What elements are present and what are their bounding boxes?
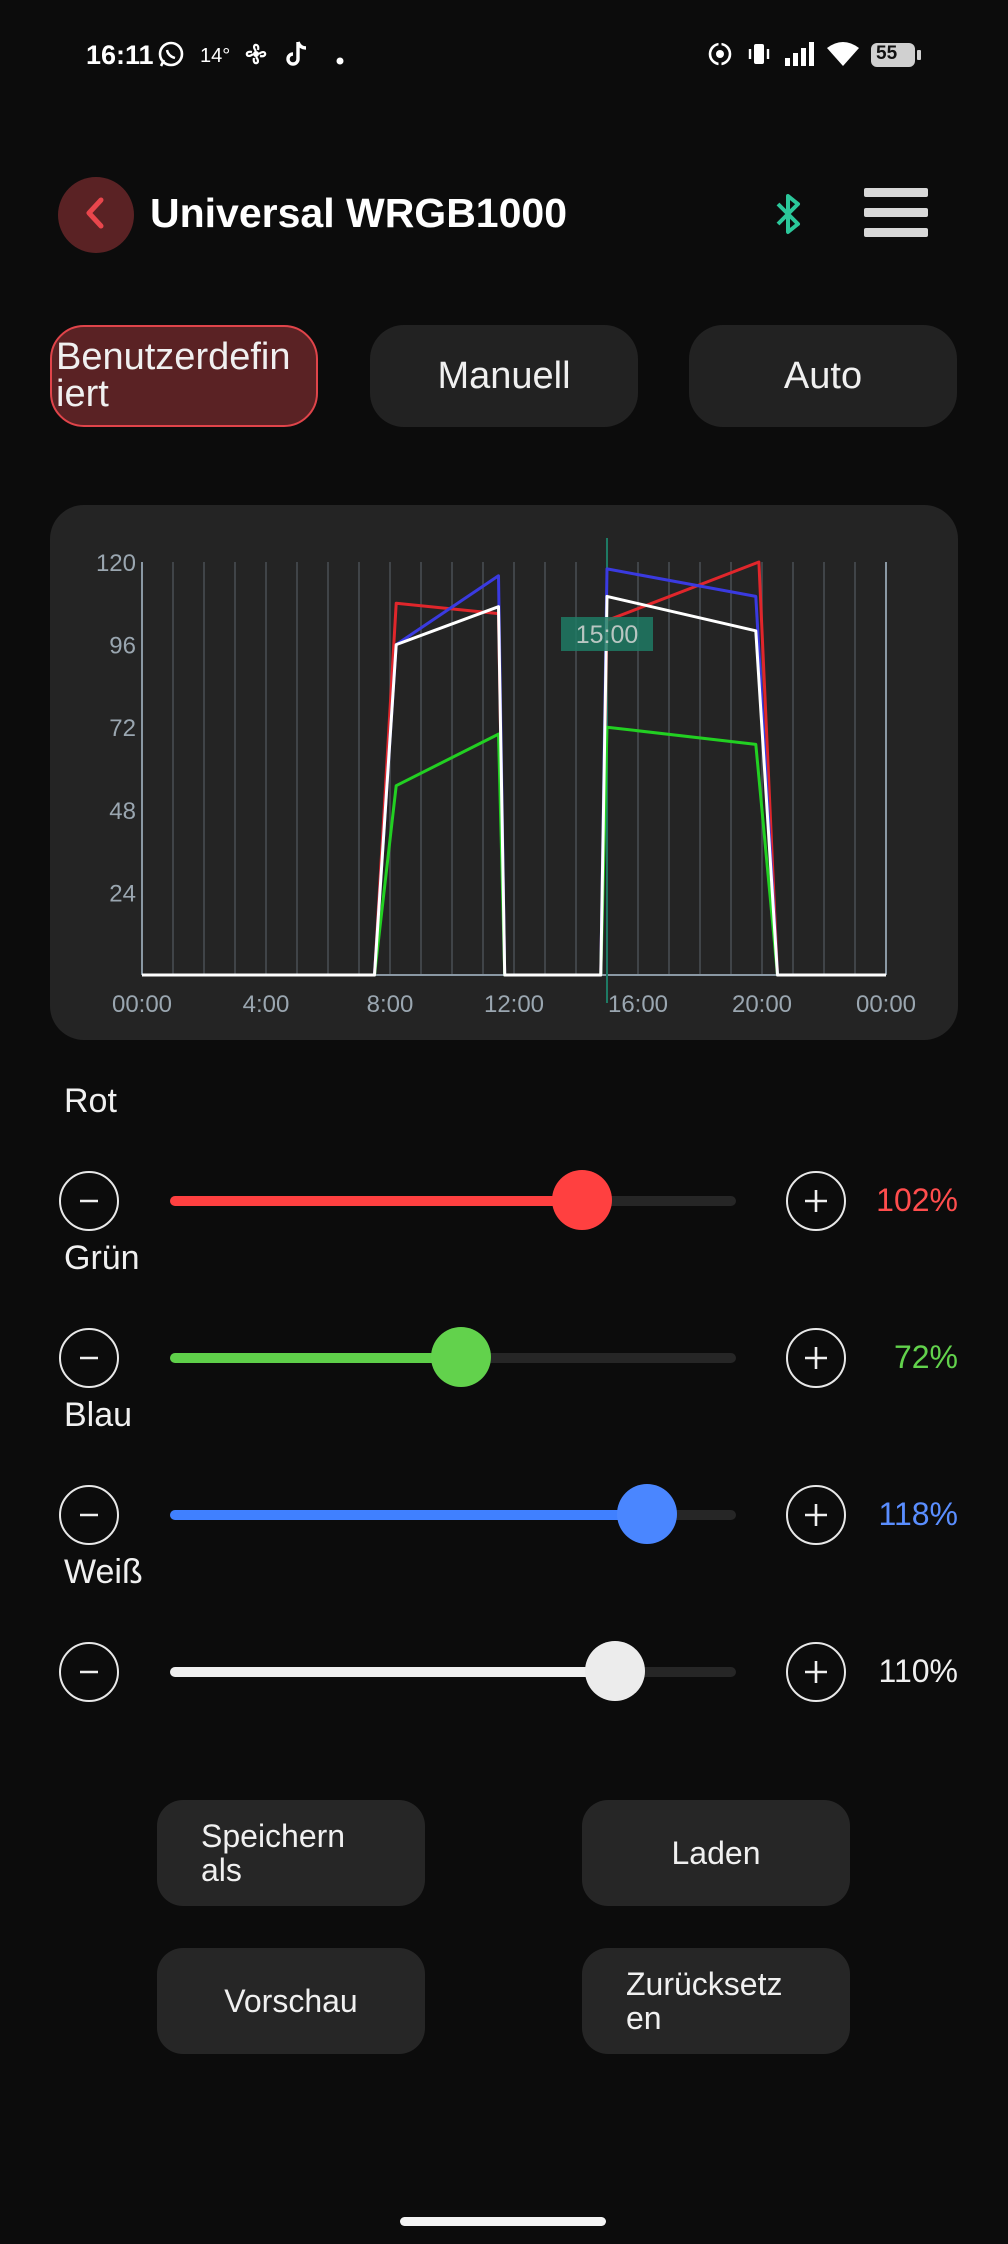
bluetooth-icon[interactable] — [772, 192, 804, 241]
signal-icon — [784, 40, 816, 73]
slider-track[interactable] — [170, 1641, 736, 1701]
save-as-label-line1: Speichern — [201, 1818, 346, 1854]
increase-button[interactable] — [786, 1642, 846, 1702]
slider-fill — [170, 1667, 615, 1677]
decrease-button[interactable] — [59, 1485, 119, 1545]
hamburger-menu-icon[interactable] — [864, 188, 928, 242]
status-time: 16:11 — [86, 40, 154, 70]
x-tick-label: 12:00 — [484, 991, 544, 1018]
y-tick-label: 72 — [109, 715, 136, 742]
battery-icon: 55 — [870, 42, 922, 73]
status-temperature: 14° — [200, 45, 231, 67]
vibrate-icon — [746, 40, 772, 73]
y-tick-label: 120 — [96, 550, 136, 577]
increase-button[interactable] — [786, 1485, 846, 1545]
chart-svg[interactable]: 120 96 72 48 24 00:00 4:00 8:00 12:00 16:00 20:00 0… — [50, 505, 958, 1040]
minus-icon — [80, 1670, 98, 1674]
wifi-icon — [826, 40, 860, 73]
slider-label: Blau — [64, 1396, 133, 1434]
x-tick-label: 00:00 — [856, 991, 916, 1018]
plus-icon — [805, 1190, 827, 1212]
increase-button[interactable] — [786, 1328, 846, 1388]
slider-value: 118% — [878, 1496, 958, 1532]
x-tick-label: 4:00 — [243, 991, 290, 1018]
slider-knob[interactable] — [431, 1327, 492, 1387]
reset-button[interactable]: Zurücksetz en — [582, 1948, 850, 2054]
series-line — [142, 594, 886, 977]
minus-icon — [80, 1199, 98, 1203]
slider-knob[interactable] — [584, 1641, 645, 1701]
increase-button[interactable] — [786, 1171, 846, 1231]
y-tick-label: 48 — [109, 798, 136, 825]
slider-track[interactable] — [170, 1484, 736, 1544]
slider-fill — [170, 1510, 648, 1520]
slider-value: 110% — [878, 1653, 958, 1689]
schedule-chart[interactable]: 120 96 72 48 24 00:00 4:00 8:00 12:00 16:00 20:00 0… — [50, 505, 958, 1040]
reset-label-line1: Zurücksetz — [626, 1966, 783, 2002]
time-cursor-badge — [561, 617, 653, 651]
home-indicator[interactable] — [400, 2217, 606, 2226]
time-cursor-label: 15:00 — [576, 621, 639, 649]
slider-knob[interactable] — [617, 1484, 678, 1544]
tab-manuell[interactable]: Manuell — [370, 325, 638, 427]
status-bar: 16:11 14° 55 — [0, 0, 1008, 115]
plus-icon — [805, 1347, 827, 1369]
plus-icon — [805, 1504, 827, 1526]
decrease-button[interactable] — [59, 1171, 119, 1231]
slider-label: Rot — [64, 1082, 117, 1120]
reset-label-line2: en — [626, 2000, 662, 2036]
y-tick-label: 96 — [109, 633, 136, 660]
slider-track[interactable] — [170, 1327, 736, 1387]
sync-icon — [706, 40, 734, 73]
whatsapp-icon — [157, 40, 185, 73]
slider-value: 102% — [876, 1182, 958, 1218]
tab-benutzerdefiniert[interactable]: Benutzerdefin iert — [50, 325, 318, 427]
tab-label-line1: Benutzerdefin — [56, 336, 291, 378]
x-tick-label: 16:00 — [608, 991, 668, 1018]
tab-label-line2: iert — [56, 373, 109, 415]
x-tick-label: 00:00 — [112, 991, 172, 1018]
slider-value: 72% — [893, 1339, 958, 1375]
x-tick-label: 20:00 — [732, 991, 792, 1018]
page-title: Universal WRGB1000 — [150, 190, 568, 236]
slider-fill — [170, 1196, 583, 1206]
chevron-left-icon — [81, 196, 111, 235]
y-tick-label: 24 — [109, 880, 136, 907]
minus-icon — [80, 1356, 98, 1360]
minus-icon — [80, 1513, 98, 1517]
save-as-button[interactable]: Speichern als — [157, 1800, 425, 1906]
slider-label: Weiß — [64, 1553, 143, 1591]
tab-auto[interactable]: Auto — [689, 325, 957, 427]
decrease-button[interactable] — [59, 1328, 119, 1388]
back-button[interactable] — [58, 177, 134, 253]
preview-button[interactable]: Vorschau — [157, 1948, 425, 2054]
save-as-label-line2: als — [201, 1852, 242, 1888]
tiktok-icon — [284, 40, 310, 73]
slider-fill — [170, 1353, 462, 1363]
slider-label: Grün — [64, 1239, 140, 1277]
load-button[interactable]: Laden — [582, 1800, 850, 1906]
x-tick-label: 8:00 — [367, 991, 414, 1018]
dot-icon — [336, 52, 344, 70]
plus-icon — [805, 1661, 827, 1683]
slider-track[interactable] — [170, 1170, 736, 1230]
slider-knob[interactable] — [552, 1170, 613, 1230]
battery-level: 55 — [876, 43, 898, 64]
fan-icon — [242, 40, 270, 73]
decrease-button[interactable] — [59, 1642, 119, 1702]
